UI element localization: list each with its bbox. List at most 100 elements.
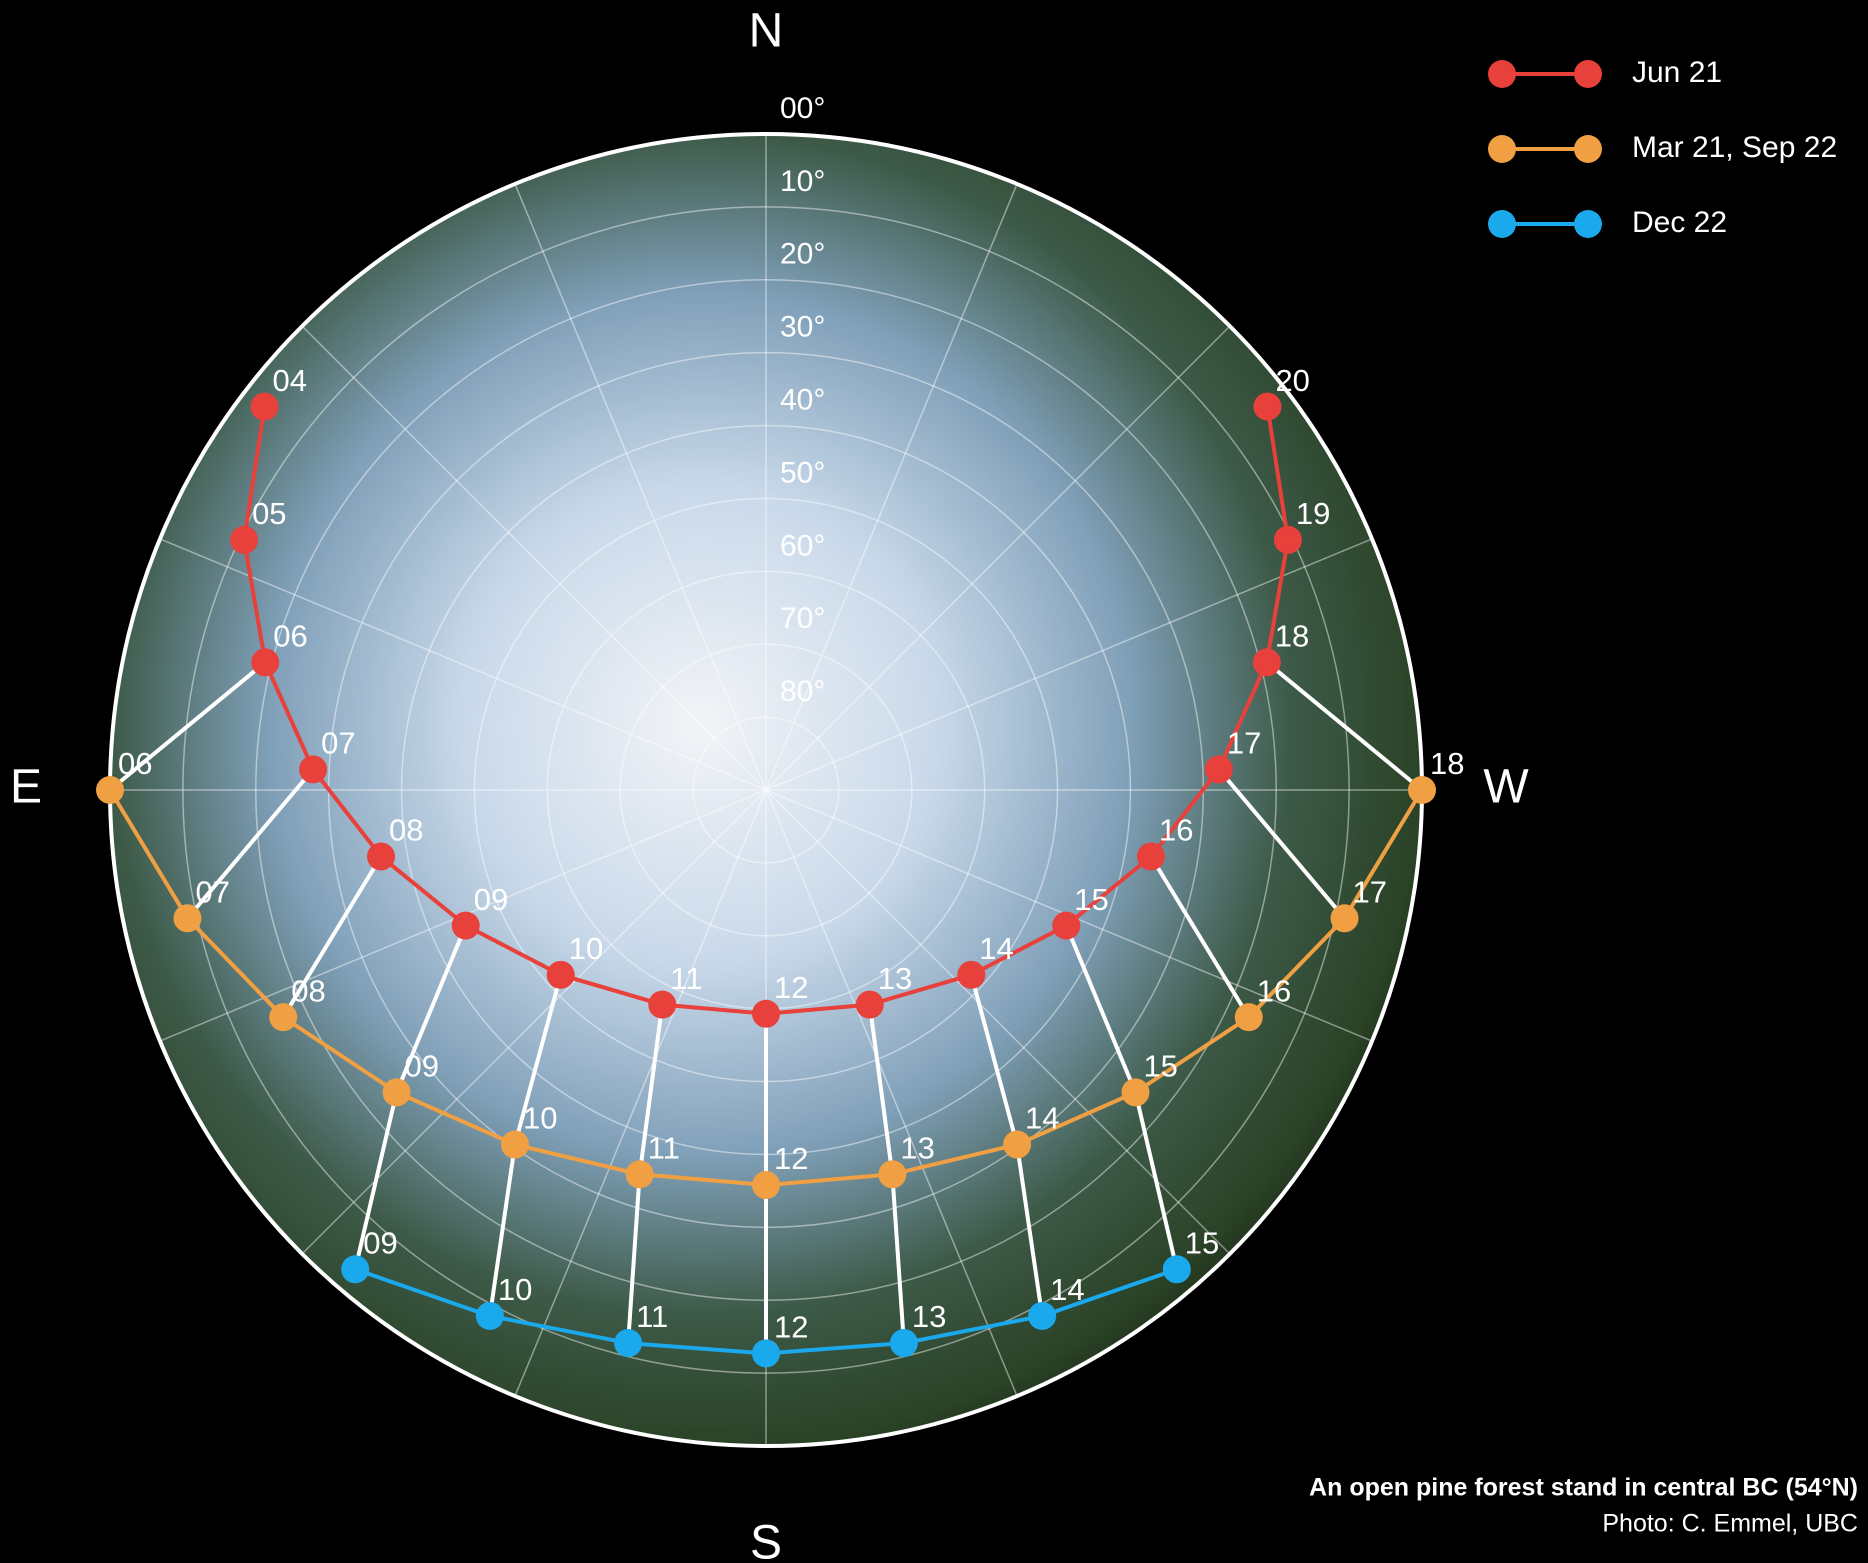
sun-position xyxy=(269,1003,298,1032)
sun-position xyxy=(1136,842,1165,871)
sun-position xyxy=(251,648,280,677)
hour-label: 16 xyxy=(1257,973,1291,1008)
sun-position xyxy=(1273,525,1302,554)
hour-label: 16 xyxy=(1159,813,1193,848)
direction-label: S xyxy=(750,1517,782,1563)
hour-label: 13 xyxy=(878,961,912,996)
sun-position xyxy=(1003,1130,1032,1159)
sun-position xyxy=(173,904,202,933)
azimuth-grid-line xyxy=(765,183,1018,791)
hour-label: 10 xyxy=(569,931,603,966)
sun-position xyxy=(475,1301,504,1330)
altitude-tick-label: 40° xyxy=(780,383,825,416)
hour-label: 15 xyxy=(1143,1049,1177,1084)
altitude-tick-label: 00° xyxy=(780,92,825,125)
altitude-tick-label: 20° xyxy=(780,238,825,271)
sun-position xyxy=(1330,904,1359,933)
azimuth-grid-line xyxy=(765,538,1373,791)
azimuth-grid-line xyxy=(301,789,767,1255)
sun-position xyxy=(625,1160,654,1189)
azimuth-grid-line xyxy=(765,789,1018,1397)
hour-label: 07 xyxy=(195,874,229,909)
hour-label: 12 xyxy=(774,1310,808,1345)
sun-position xyxy=(1204,755,1233,784)
hour-label: 09 xyxy=(474,882,508,917)
hour-label: 10 xyxy=(523,1101,557,1136)
azimuth-grid-line xyxy=(765,789,1231,1255)
hour-label: 09 xyxy=(405,1049,439,1084)
hour-line xyxy=(1265,660,1424,792)
hour-label: 17 xyxy=(1353,874,1387,909)
azimuth-grid-line xyxy=(159,538,767,791)
hour-label: 11 xyxy=(648,1130,680,1165)
hour-label: 19 xyxy=(1296,496,1330,531)
legend-marker xyxy=(1574,210,1602,238)
sun-position xyxy=(451,911,480,940)
hour-label: 08 xyxy=(291,973,325,1008)
hour-label: 05 xyxy=(252,496,286,531)
sun-position xyxy=(957,960,986,989)
hour-line xyxy=(1149,855,1251,1019)
altitude-ring xyxy=(692,716,840,864)
hour-label: 09 xyxy=(363,1225,397,1260)
legend-marker xyxy=(1574,60,1602,88)
legend-marker xyxy=(1574,135,1602,163)
hour-label: 12 xyxy=(774,970,808,1005)
sun-position xyxy=(1052,911,1081,940)
sun-position xyxy=(1162,1255,1191,1284)
sun-position xyxy=(878,1160,907,1189)
hour-label: 17 xyxy=(1227,726,1261,761)
sun-position xyxy=(230,525,259,554)
hour-label: 14 xyxy=(1050,1272,1084,1307)
hour-label: 11 xyxy=(636,1299,668,1334)
hour-label: 18 xyxy=(1275,619,1309,654)
altitude-tick-label: 70° xyxy=(780,602,825,635)
hour-label: 11 xyxy=(670,961,702,996)
hour-label: 07 xyxy=(321,726,355,761)
sun-position xyxy=(614,1329,643,1358)
sun-position xyxy=(752,999,780,1028)
sun-position xyxy=(752,1171,780,1200)
sun-position xyxy=(382,1078,411,1107)
caption: An open pine forest stand in central BC … xyxy=(1309,1474,1858,1502)
azimuth-grid-line xyxy=(765,325,1231,791)
hour-label: 15 xyxy=(1185,1225,1219,1260)
sun-position xyxy=(889,1329,918,1358)
altitude-ring xyxy=(182,206,1350,1374)
sun-position xyxy=(1408,776,1436,804)
sun-position xyxy=(1234,1003,1263,1032)
sun-position xyxy=(250,392,279,421)
hour-line xyxy=(108,660,267,792)
hour-label: 06 xyxy=(118,746,152,781)
fisheye-photo xyxy=(110,134,1422,1446)
azimuth-grid-line xyxy=(301,325,767,791)
sun-position xyxy=(367,842,396,871)
hour-label: 18 xyxy=(1430,746,1464,781)
sun-position xyxy=(1121,1078,1150,1107)
sun-position xyxy=(299,755,328,784)
altitude-tick-label: 80° xyxy=(780,675,825,708)
sun-position xyxy=(648,990,677,1019)
sun-position xyxy=(1253,392,1282,421)
hour-label: 06 xyxy=(273,619,307,654)
hour-label: 14 xyxy=(979,931,1013,966)
legend-label: Mar 21, Sep 22 xyxy=(1632,131,1837,164)
hour-label: 12 xyxy=(774,1141,808,1176)
sun-position xyxy=(96,776,124,804)
hour-label: 10 xyxy=(498,1272,532,1307)
altitude-ring xyxy=(619,643,913,937)
sun-position xyxy=(855,990,884,1019)
altitude-tick-label: 10° xyxy=(780,165,825,198)
sun-position xyxy=(500,1130,529,1159)
hour-label: 14 xyxy=(1025,1101,1059,1136)
legend-label: Jun 21 xyxy=(1632,56,1722,89)
hour-label: 15 xyxy=(1074,882,1108,917)
sun-position xyxy=(752,1339,780,1368)
altitude-tick-label: 30° xyxy=(780,311,825,344)
azimuth-grid-line xyxy=(514,183,767,791)
hour-label: 13 xyxy=(900,1130,934,1165)
sun-position xyxy=(341,1255,370,1284)
sun-position xyxy=(546,960,575,989)
